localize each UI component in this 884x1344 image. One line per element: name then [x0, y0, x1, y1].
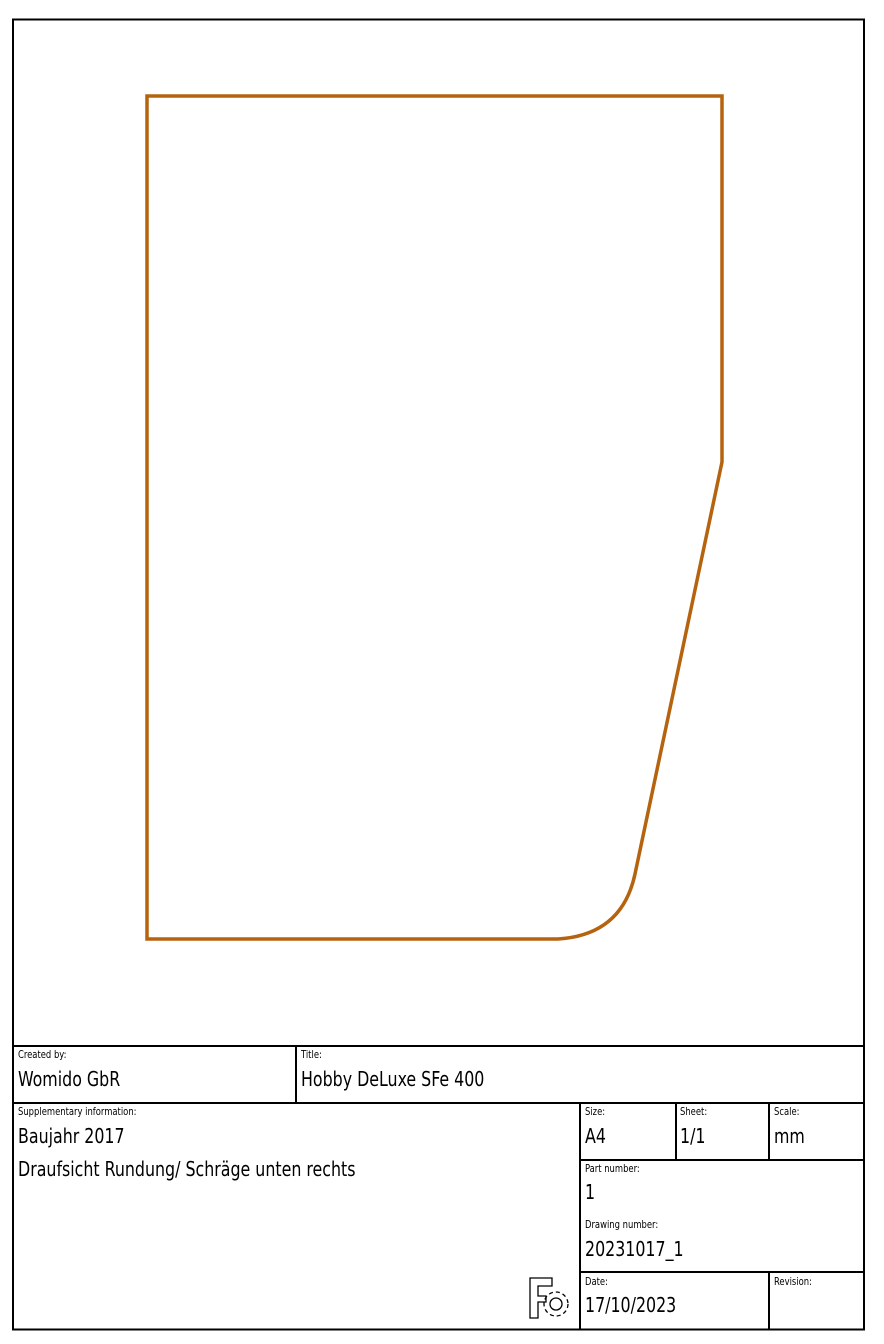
- freecad-logo-icon: [529, 1277, 569, 1319]
- supplementary-line-2: Draufsicht Rundung/ Schräge unten rechts: [18, 1157, 356, 1181]
- drawing-number-value: 20231017_1: [585, 1237, 684, 1261]
- part-number-label: Part number:: [585, 1162, 640, 1175]
- size-value: A4: [585, 1124, 606, 1148]
- created-by-label: Created by:: [18, 1048, 67, 1061]
- date-label: Date:: [585, 1275, 608, 1288]
- scale-value: mm: [774, 1124, 805, 1148]
- created-by-value: Womido GbR: [18, 1067, 121, 1091]
- part-number-value: 1: [585, 1180, 596, 1204]
- supplementary-line-1: Baujahr 2017: [18, 1124, 125, 1148]
- part-outline: [145, 94, 724, 941]
- title-label: Title:: [301, 1048, 322, 1061]
- sheet-value: 1/1: [680, 1124, 706, 1148]
- supplementary-label: Supplementary information:: [18, 1105, 137, 1118]
- sheet-label: Sheet:: [680, 1105, 708, 1118]
- revision-label: Revision:: [774, 1275, 812, 1288]
- title-block-grid: [13, 1045, 864, 1330]
- size-label: Size:: [585, 1105, 606, 1118]
- title-value: Hobby DeLuxe SFe 400: [301, 1067, 485, 1091]
- drawing-number-label: Drawing number:: [585, 1218, 659, 1231]
- date-value: 17/10/2023: [585, 1293, 677, 1317]
- scale-label: Scale:: [774, 1105, 800, 1118]
- sheet-border: [12, 18, 865, 1331]
